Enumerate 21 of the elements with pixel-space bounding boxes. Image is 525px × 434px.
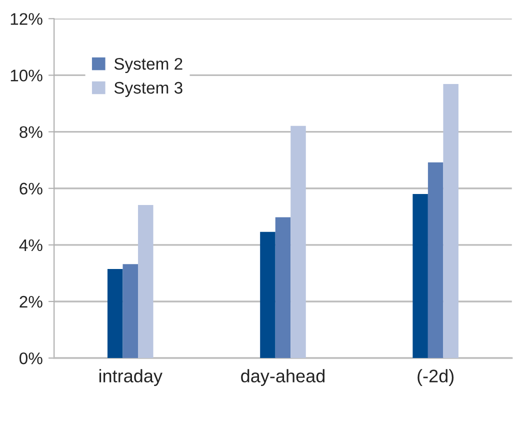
legend-label: System 3	[114, 82, 182, 97]
bar	[428, 162, 444, 358]
x-tick-label: day-ahead	[241, 369, 324, 386]
y-tick-label: 8%	[20, 126, 42, 138]
y-tick-label: 4%	[19, 239, 42, 252]
x-tick-label: intraday	[99, 369, 162, 386]
y-tick-label: 12%	[10, 13, 42, 25]
bar	[443, 84, 458, 358]
bar	[107, 268, 123, 358]
y-tick-label: 2%	[20, 296, 42, 308]
bar	[275, 217, 291, 358]
y-tick-label: 6%	[20, 182, 42, 195]
y-tick-label: 10%	[10, 70, 42, 82]
y-tick-label: 0%	[20, 352, 42, 364]
bar	[138, 205, 154, 358]
x-tick-label: (-2d)	[418, 369, 454, 386]
bar	[290, 126, 306, 358]
bar	[412, 194, 428, 358]
legend-label: System 2	[114, 58, 182, 74]
bar	[122, 264, 138, 358]
bar	[260, 232, 276, 358]
